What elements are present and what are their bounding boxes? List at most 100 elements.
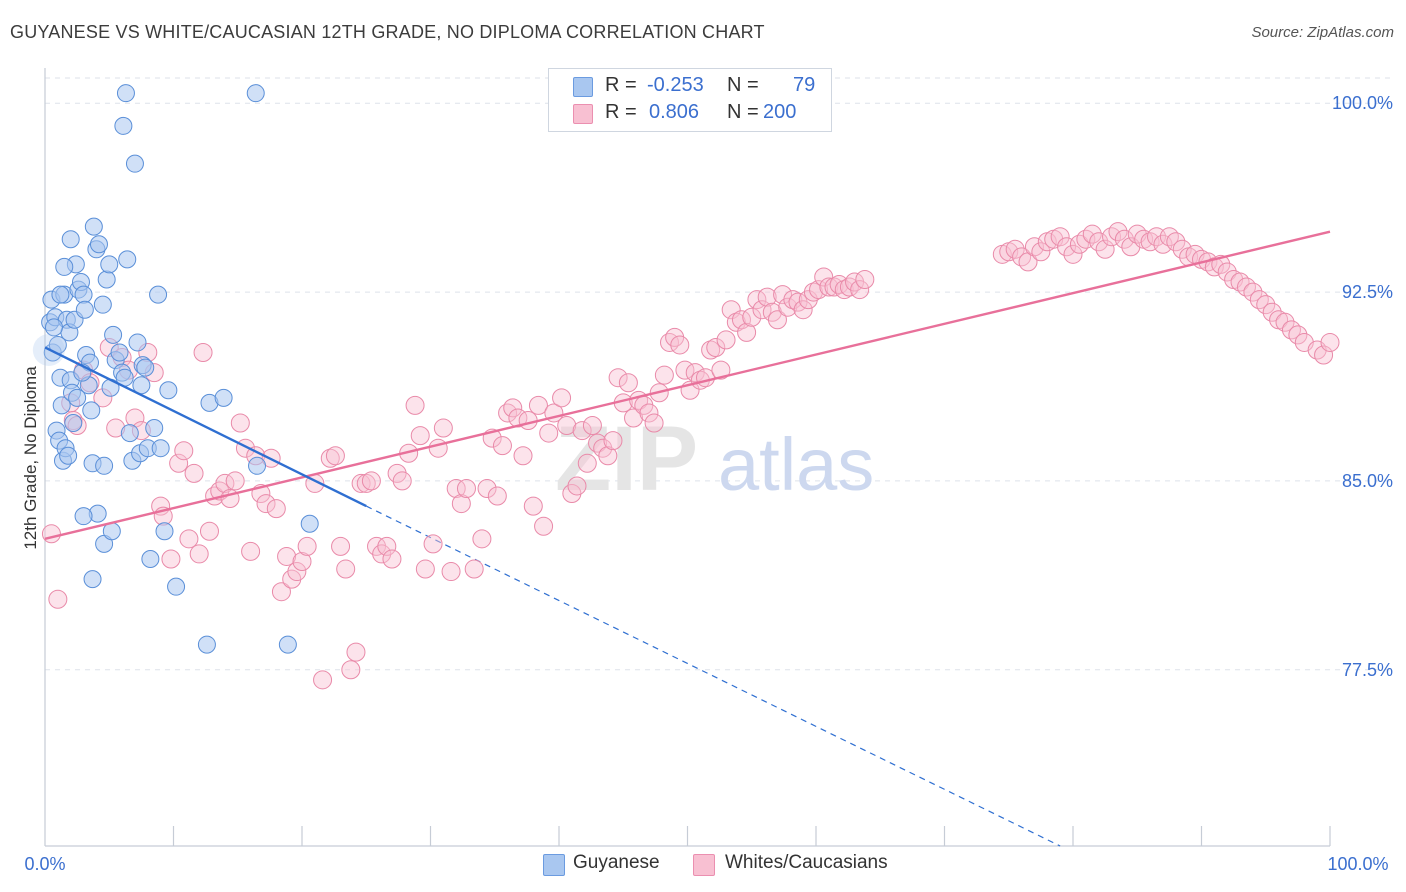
whites-point — [1288, 325, 1308, 345]
whites-point — [1114, 229, 1134, 249]
whites-point — [297, 536, 317, 556]
guyanese-point — [300, 514, 319, 533]
legend-n-value: 200 — [763, 101, 797, 123]
whites-point — [567, 476, 587, 496]
whites-point — [477, 478, 497, 498]
legend-n-label: N = — [727, 74, 759, 96]
whites-point — [428, 438, 448, 458]
whites-points-layer — [41, 222, 1340, 690]
source-label: Source: ZipAtlas.com — [1251, 24, 1394, 41]
guyanese-point — [114, 116, 133, 135]
whites-point — [1089, 232, 1109, 252]
whites-point — [377, 536, 397, 556]
y-tick-label: 92.5% — [1342, 282, 1393, 302]
whites-point — [410, 426, 430, 446]
whites-point — [1082, 224, 1102, 244]
whites-point — [356, 473, 376, 493]
guyanese-point — [95, 456, 114, 475]
whites-point — [492, 436, 512, 456]
legend-r-value: -0.253 — [647, 74, 704, 96]
guyanese-point — [74, 507, 93, 526]
whites-point — [433, 418, 453, 438]
whites-point — [726, 312, 746, 332]
whites-point — [446, 478, 466, 498]
whites-point — [1005, 239, 1025, 259]
watermark-atlas: atlas — [718, 423, 874, 506]
whites-point — [1249, 290, 1269, 310]
guyanese-point — [82, 401, 101, 420]
whites-point — [464, 559, 484, 579]
guyanese-point — [155, 522, 174, 541]
whites-point — [225, 471, 245, 491]
legend-n-value: 79 — [793, 74, 816, 96]
whites-point — [834, 280, 854, 300]
whites-point — [174, 441, 194, 461]
whites-point — [325, 446, 345, 466]
whites-point — [1320, 332, 1340, 352]
whites-point — [199, 521, 219, 541]
whites-trend-line — [44, 230, 1331, 540]
whites-point — [346, 642, 366, 662]
guyanese-point — [145, 419, 164, 438]
whites-point — [1243, 282, 1263, 302]
whites-point — [557, 416, 577, 436]
whites-point — [189, 544, 209, 564]
whites-point — [441, 562, 461, 582]
legend-r-value: 0.806 — [649, 101, 700, 123]
whites-point — [654, 365, 674, 385]
whites-point — [456, 478, 476, 498]
guyanese-point — [214, 388, 233, 407]
whites-point — [503, 398, 523, 418]
whites-point — [1281, 320, 1301, 340]
bottom-legend-label: Whites/Caucasians — [725, 852, 888, 873]
whites-point — [552, 388, 572, 408]
guyanese-point — [52, 396, 71, 415]
whites-point — [1024, 237, 1044, 257]
guyanese-point — [104, 325, 123, 344]
whites-point — [1063, 244, 1083, 264]
guyanese-point — [128, 333, 147, 352]
guyanese-point — [61, 230, 80, 249]
guyanese-point — [110, 343, 129, 362]
legend-swatch-guyanese — [573, 77, 593, 97]
legend-row-guyanese: R = -0.253 N = 79 — [549, 74, 831, 100]
guyanese-point — [74, 285, 93, 304]
whites-point — [1217, 262, 1237, 282]
whites-point — [803, 282, 823, 302]
whites-point — [241, 541, 261, 561]
guyanese-trend-line — [44, 346, 367, 508]
whites-point — [1069, 234, 1089, 254]
x-tick-label: 100.0% — [1327, 854, 1388, 874]
guyanese-trend-layer — [365, 505, 1061, 847]
whites-point — [582, 416, 602, 436]
whites-point — [341, 660, 361, 680]
whites-point — [382, 549, 402, 569]
guyanese-trend-extension — [365, 505, 1061, 847]
guyanese-point — [120, 424, 139, 443]
whites-point — [737, 322, 757, 342]
guyanese-point — [64, 414, 83, 433]
whites-point — [603, 431, 623, 451]
whites-point — [618, 373, 638, 393]
y-tick-label: 77.5% — [1342, 660, 1393, 680]
whites-point — [41, 524, 61, 544]
whites-point — [716, 330, 736, 350]
whites-point — [451, 494, 471, 514]
whites-point — [518, 410, 538, 430]
whites-point — [639, 403, 659, 423]
whites-point — [498, 403, 518, 423]
guyanese-point — [246, 84, 265, 103]
whites-point — [161, 549, 181, 569]
whites-point — [1275, 312, 1295, 332]
whites-point — [423, 534, 443, 554]
whites-point — [773, 285, 793, 305]
guyanese-point — [159, 381, 178, 400]
whites-point — [287, 562, 307, 582]
whites-point — [644, 413, 664, 433]
guyanese-point — [44, 318, 63, 337]
whites-point — [256, 494, 276, 514]
whites-point — [572, 421, 592, 441]
whites-point — [706, 337, 726, 357]
whites-point — [193, 343, 213, 363]
